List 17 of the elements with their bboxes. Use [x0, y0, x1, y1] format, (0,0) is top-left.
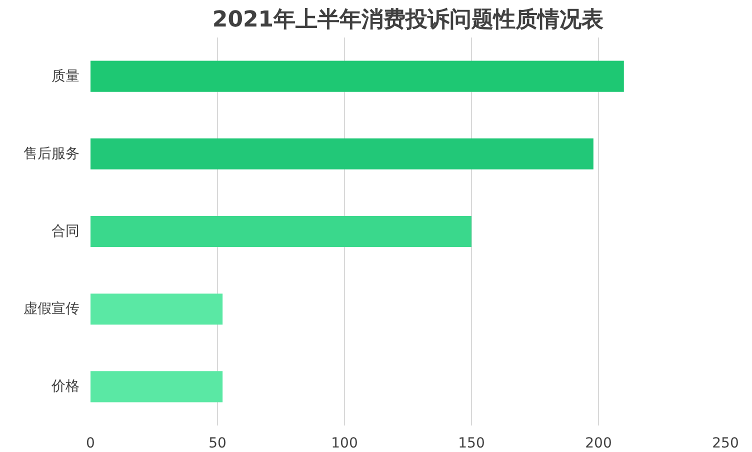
x-tick-label: 50	[208, 436, 226, 452]
x-tick-label: 200	[585, 436, 612, 452]
y-tick-label: 合同	[52, 224, 80, 240]
x-tick-label: 0	[86, 436, 95, 452]
y-tick-label: 质量	[52, 68, 80, 84]
y-tick-label: 虚假宣传	[24, 301, 80, 318]
bar	[90, 371, 223, 402]
y-tick-label: 价格	[50, 378, 80, 395]
bar	[90, 294, 223, 325]
y-tick-label: 售后服务	[24, 146, 80, 162]
x-tick-label: 150	[458, 436, 485, 452]
x-tick-label: 250	[712, 436, 739, 452]
x-tick-label: 100	[331, 436, 358, 452]
bar	[90, 60, 624, 92]
bar	[90, 216, 472, 248]
bar	[90, 138, 594, 170]
chart-title: 2021年上半年消费投诉问题性质情况表	[212, 8, 604, 32]
